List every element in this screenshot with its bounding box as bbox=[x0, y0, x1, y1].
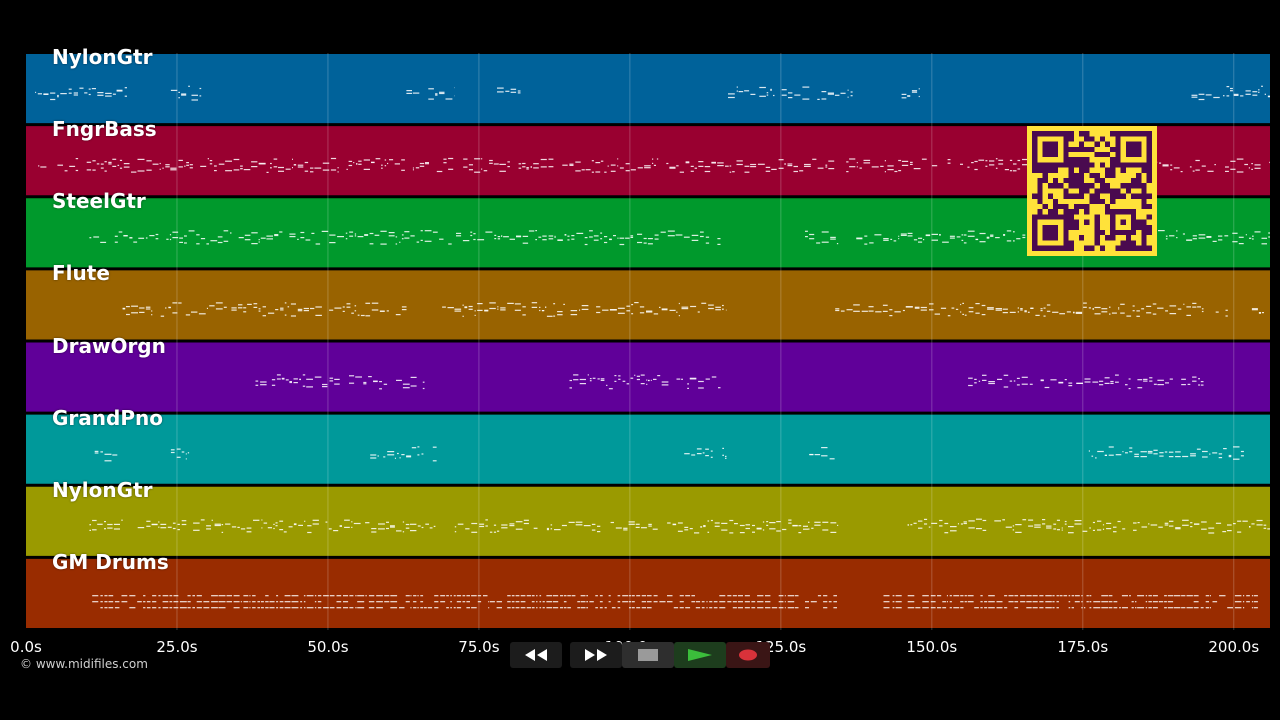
track-lane-6 bbox=[26, 486, 1270, 556]
note-segment bbox=[808, 521, 839, 533]
note-segment bbox=[1251, 308, 1264, 314]
note-segment bbox=[569, 374, 721, 390]
track-lane-4 bbox=[26, 342, 1270, 412]
x-tick-label: 200.0s bbox=[1208, 638, 1260, 656]
record-icon bbox=[739, 649, 757, 661]
x-tick-label: 50.0s bbox=[307, 638, 349, 656]
track-label: DrawOrgn bbox=[52, 333, 166, 358]
qr-code-icon bbox=[1027, 126, 1157, 256]
play-button[interactable] bbox=[674, 642, 726, 668]
note-segment bbox=[805, 595, 837, 609]
note-segment bbox=[1088, 446, 1244, 460]
note-segment bbox=[406, 87, 455, 100]
note-segment bbox=[89, 519, 123, 531]
track-label: NylonGtr bbox=[52, 45, 153, 69]
note-segment bbox=[1215, 309, 1228, 317]
track-background bbox=[26, 486, 1270, 556]
note-segment bbox=[94, 450, 118, 462]
note-segment bbox=[968, 374, 1204, 390]
note-segment bbox=[907, 595, 1258, 609]
note-segment bbox=[137, 519, 436, 534]
track-lane-3 bbox=[26, 270, 1270, 340]
note-segment bbox=[497, 87, 521, 94]
note-segment bbox=[442, 302, 727, 317]
note-segment bbox=[684, 447, 727, 459]
note-segment bbox=[728, 86, 853, 100]
note-segment bbox=[35, 87, 127, 101]
x-tick-label: 0.0s bbox=[10, 638, 42, 656]
note-segment bbox=[835, 302, 1204, 317]
note-segment bbox=[883, 595, 890, 609]
note-segment bbox=[454, 519, 808, 534]
track-label: SteelGtr bbox=[52, 189, 146, 214]
note-segment bbox=[170, 448, 190, 460]
track-label: Flute bbox=[52, 261, 110, 286]
track-background bbox=[26, 342, 1270, 412]
track-background bbox=[26, 270, 1270, 340]
copyright-text: © www.midifiles.com bbox=[20, 657, 148, 671]
rewind-icon bbox=[525, 649, 547, 661]
track-lane-5 bbox=[26, 414, 1270, 484]
track-lane-0 bbox=[26, 54, 1270, 124]
stop-button[interactable] bbox=[622, 642, 674, 668]
play-icon bbox=[688, 649, 712, 661]
note-segment bbox=[907, 518, 1270, 534]
track-background bbox=[26, 414, 1270, 484]
stop-icon bbox=[638, 649, 658, 661]
record-button[interactable] bbox=[726, 642, 770, 668]
note-segment bbox=[92, 595, 799, 609]
track-label: GrandPno bbox=[52, 405, 163, 430]
note-segment bbox=[89, 230, 721, 246]
fast-forward-icon bbox=[585, 649, 607, 661]
x-tick-label: 150.0s bbox=[906, 638, 958, 656]
note-segment bbox=[892, 595, 902, 609]
track-background bbox=[26, 54, 1270, 124]
x-tick-label: 175.0s bbox=[1057, 638, 1109, 656]
x-tick-label: 25.0s bbox=[156, 638, 198, 656]
note-segment bbox=[1191, 85, 1270, 101]
track-background bbox=[26, 558, 1270, 628]
x-tick-label: 75.0s bbox=[458, 638, 500, 656]
note-segment bbox=[805, 230, 839, 245]
track-label: GM Drums bbox=[52, 549, 169, 574]
note-segment bbox=[122, 302, 407, 317]
track-label: NylonGtr bbox=[52, 477, 153, 502]
note-segment bbox=[170, 85, 202, 101]
note-segment bbox=[809, 447, 835, 460]
note-segment bbox=[901, 88, 920, 99]
transport-controls bbox=[510, 642, 770, 668]
track-label: FngrBass bbox=[52, 117, 157, 142]
track-lane-7 bbox=[26, 558, 1270, 628]
rewind-button[interactable] bbox=[510, 642, 562, 668]
note-segment bbox=[370, 446, 437, 462]
fast-forward-button[interactable] bbox=[570, 642, 622, 668]
note-segment bbox=[255, 374, 425, 390]
